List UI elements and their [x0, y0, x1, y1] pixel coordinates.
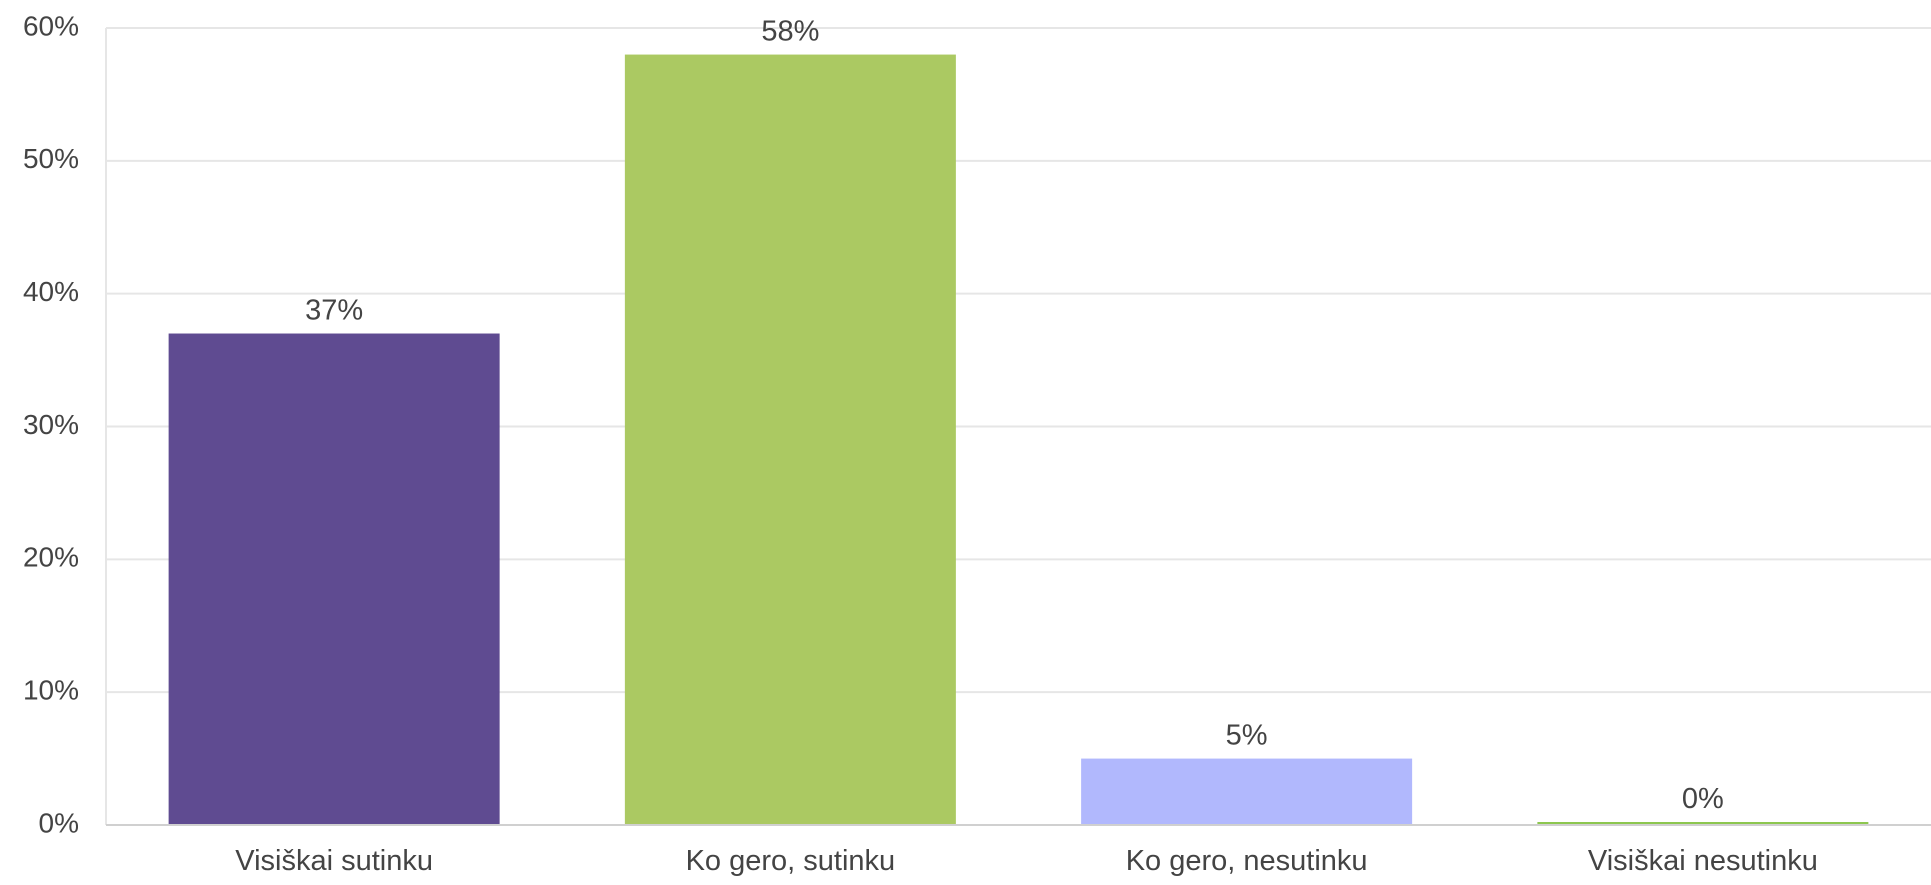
- data-label: 37%: [305, 295, 363, 327]
- y-tick-label: 0%: [39, 807, 79, 838]
- y-tick-label: 30%: [23, 409, 79, 440]
- data-label: 0%: [1682, 783, 1724, 815]
- y-tick-label: 40%: [23, 276, 79, 307]
- data-label: 5%: [1226, 720, 1268, 752]
- y-tick-label: 50%: [23, 143, 79, 174]
- x-category-label: Visiškai nesutinku: [1588, 845, 1818, 877]
- data-label: 58%: [761, 16, 819, 48]
- x-category-label: Ko gero, nesutinku: [1126, 845, 1368, 877]
- y-tick-label: 10%: [23, 675, 79, 706]
- y-axis: 0% 10% 20% 30% 40% 50% 60%: [23, 10, 1931, 838]
- bar: [624, 54, 956, 826]
- bars: [168, 54, 1869, 826]
- x-category-label: Ko gero, sutinku: [686, 845, 896, 877]
- x-category-label: Visiškai sutinku: [235, 845, 433, 877]
- bar: [1081, 758, 1413, 825]
- labels: 37% Visiškai sutinku 58% Ko gero, sutinku 5%…: [235, 16, 1818, 877]
- y-tick-label: 20%: [23, 542, 79, 573]
- bar: [168, 333, 500, 825]
- bar: [1537, 822, 1869, 825]
- y-tick-label: 60%: [23, 10, 79, 41]
